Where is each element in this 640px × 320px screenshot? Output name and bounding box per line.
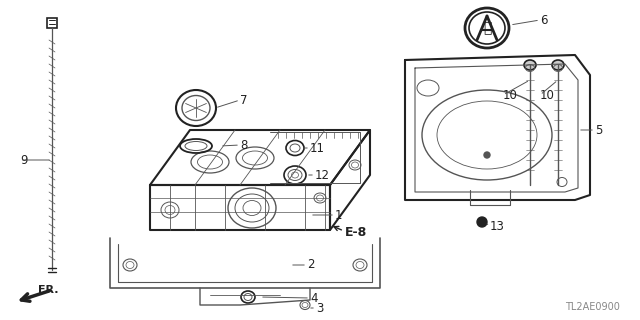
Text: 6: 6 — [540, 13, 547, 27]
Text: 🔺: 🔺 — [483, 21, 491, 35]
Text: 10: 10 — [503, 89, 518, 101]
Circle shape — [484, 152, 490, 158]
Text: TL2AE0900: TL2AE0900 — [565, 302, 620, 312]
Text: 9: 9 — [20, 154, 28, 166]
Text: 13: 13 — [490, 220, 505, 233]
Text: E-8: E-8 — [345, 226, 367, 238]
Text: 10: 10 — [540, 89, 555, 101]
Text: 7: 7 — [240, 93, 248, 107]
Text: 11: 11 — [310, 141, 325, 155]
Ellipse shape — [552, 60, 564, 70]
Circle shape — [477, 217, 487, 227]
Text: 3: 3 — [316, 301, 323, 315]
Text: FR.: FR. — [38, 285, 58, 295]
Bar — [47, 18, 57, 28]
Text: 2: 2 — [307, 259, 314, 271]
Text: 1: 1 — [335, 209, 342, 221]
Ellipse shape — [524, 60, 536, 70]
Text: 5: 5 — [595, 124, 602, 137]
Text: 12: 12 — [315, 169, 330, 181]
Text: 8: 8 — [240, 139, 248, 151]
Text: 4: 4 — [310, 292, 317, 305]
